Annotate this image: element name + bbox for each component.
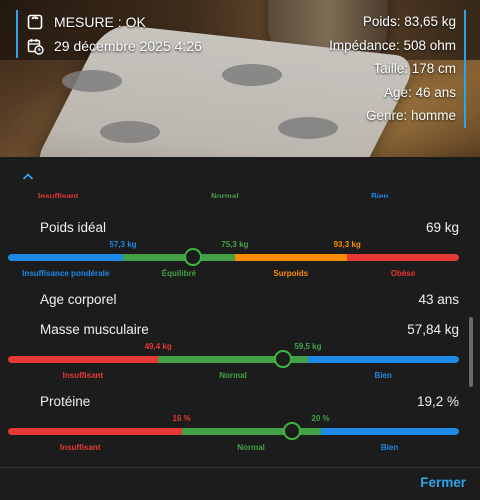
threshold-label: 16 % [172, 414, 191, 423]
gauge-bar [8, 356, 459, 363]
zone-label: Obèse [390, 269, 416, 278]
stat-age: Age: 46 ans [383, 84, 456, 100]
gauge-segment [123, 254, 235, 261]
stat-weight: Poids: 83,65 kg [362, 14, 456, 29]
metric-muscle-mass: Masse musculaire 57,84 kg [40, 322, 459, 337]
stat-impedance: Impédance: 508 ohm [329, 37, 456, 53]
metric-label: Age corporel [40, 292, 117, 307]
gauge-marker [274, 350, 293, 368]
threshold-label: 20 % [311, 414, 330, 423]
header-photo: MESURE : OK 29 décembre 2025 4:26 Poids:… [0, 0, 480, 157]
measurement-status: MESURE : OK [54, 14, 146, 30]
zone-label: Insuffisant [62, 371, 104, 380]
gauge-segment [307, 356, 459, 363]
zone-label: Bien [380, 443, 399, 452]
gauge-segment [347, 254, 459, 261]
close-button[interactable]: Fermer [420, 475, 466, 490]
zone-label: Normal [237, 443, 265, 452]
gauge-segment [181, 428, 321, 435]
metric-value: 43 ans [418, 292, 459, 307]
stat-gender: Genre: homme [365, 108, 456, 123]
details-panel: Insuffisant Normal Bien Poids idéal 69 k… [0, 157, 480, 500]
gauge-segment [158, 356, 308, 363]
gauge-segment [8, 254, 123, 261]
threshold-label: 93,3 kg [333, 240, 361, 249]
metric-value: 69 kg [425, 220, 459, 235]
threshold-label: 57,3 kg [109, 240, 137, 249]
protein-gauge: 16 % 20 % Insuffisant Normal Bien [8, 412, 459, 456]
previous-zone-label: Insuffisant [38, 193, 79, 198]
gauge-segment [234, 254, 348, 261]
gauge-marker [183, 248, 202, 266]
gauge-marker [283, 422, 302, 440]
ideal-weight-gauge: 57,3 kg 75,3 kg 93,3 kg Insuffisance pon… [8, 238, 459, 282]
metric-label: Protéine [40, 394, 91, 409]
metric-value: 19,2 % [416, 394, 459, 409]
status-row: MESURE : OK [26, 10, 202, 34]
scale-electrode [62, 70, 122, 92]
photo-overlay [0, 0, 480, 157]
zone-label: Bien [374, 371, 392, 380]
stat-height: Taille: 178 cm [373, 61, 456, 76]
divider [0, 467, 480, 468]
zone-label: Insuffisant [59, 443, 101, 452]
gauge-segment [8, 428, 182, 435]
gauge-bar [8, 428, 459, 435]
threshold-label: 75,3 kg [221, 240, 249, 249]
datetime-row: 29 décembre 2025 4:26 [26, 34, 202, 58]
measurement-info: MESURE : OK 29 décembre 2025 4:26 [16, 10, 202, 58]
zone-label: Équilibré [161, 269, 197, 278]
threshold-label: 59,5 kg [294, 342, 322, 351]
zone-label: Insuffisance pondérale [22, 269, 110, 278]
gauge-bar [8, 254, 459, 261]
previous-zone-label: Normal [211, 193, 239, 198]
scrollbar[interactable] [469, 317, 473, 387]
calendar-clock-icon [26, 37, 44, 55]
body-stats: Poids: 83,65 kg Impédance: 508 ohm Taill… [329, 10, 466, 128]
gauge-segment [320, 428, 459, 435]
scale-electrode [278, 117, 338, 139]
metrics-list[interactable]: Insuffisant Normal Bien Poids idéal 69 k… [0, 193, 480, 465]
scale-electrode [100, 121, 160, 143]
threshold-label: 49,4 kg [144, 342, 172, 351]
measurement-datetime: 29 décembre 2025 4:26 [54, 38, 202, 54]
gauge-segment [8, 356, 159, 363]
scale-electrode [222, 64, 282, 86]
zone-label: Surpoids [273, 269, 309, 278]
chevron-up-icon[interactable] [20, 169, 36, 185]
metric-protein: Protéine 19,2 % [40, 394, 459, 409]
metric-value: 57,84 kg [407, 322, 459, 337]
metric-label: Masse musculaire [40, 322, 149, 337]
muscle-mass-gauge: 49,4 kg 59,5 kg Insuffisant Normal Bien [8, 340, 459, 384]
metric-ideal-weight: Poids idéal 69 kg [40, 220, 459, 235]
metric-body-age: Age corporel 43 ans [40, 292, 459, 307]
metric-label: Poids idéal [40, 220, 107, 235]
zone-label: Normal [219, 371, 247, 380]
previous-zone-label: Bien [371, 193, 389, 198]
scale-icon [26, 13, 44, 31]
